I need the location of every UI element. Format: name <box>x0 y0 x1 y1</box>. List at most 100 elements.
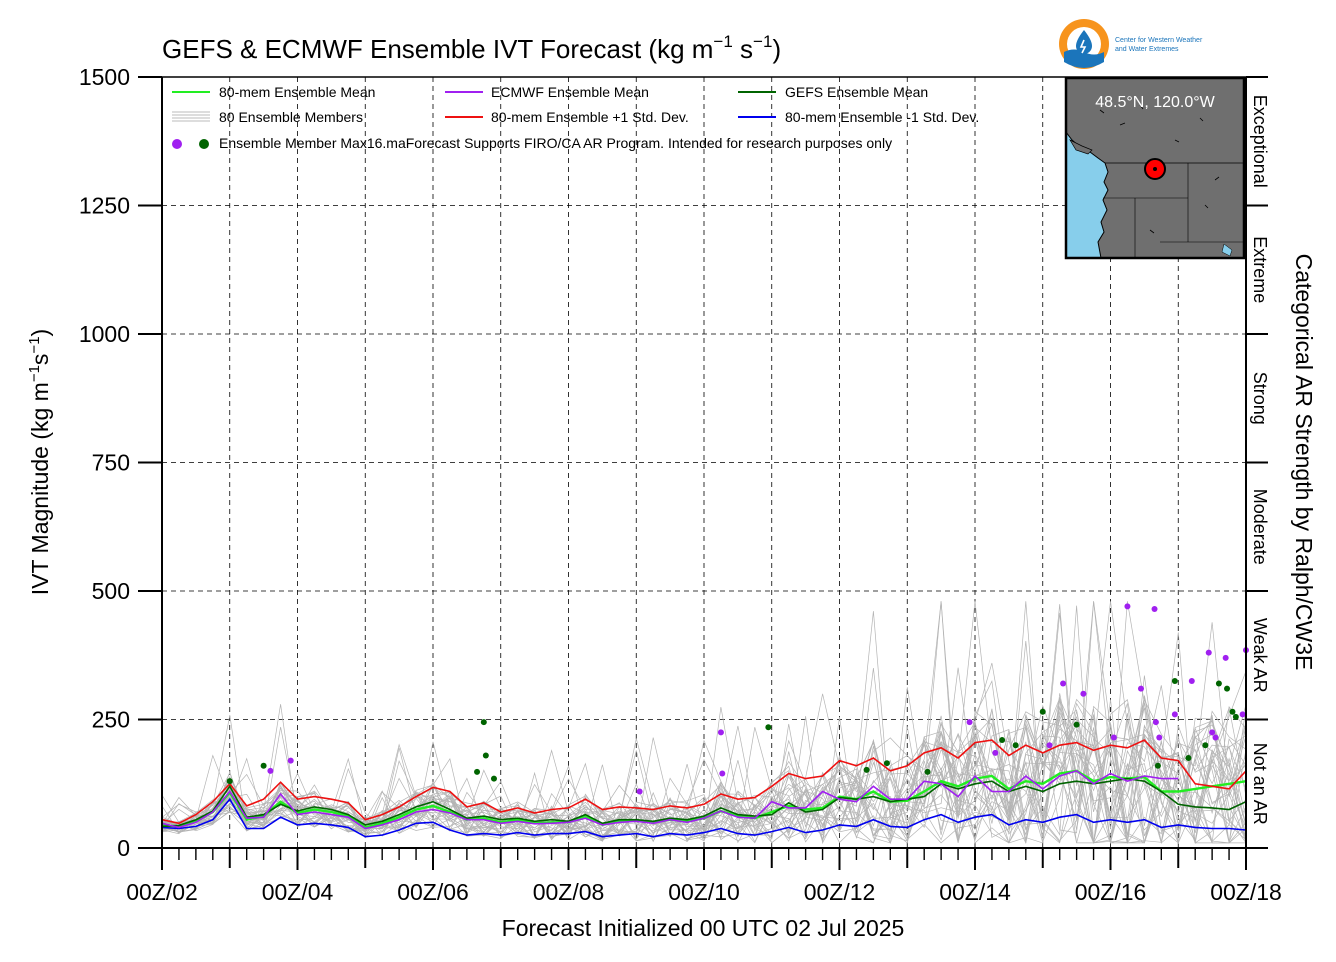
ar-category-labels: Exceptional Extreme Strong Moderate Weak AR N… <box>1250 95 1270 825</box>
logo-text-line-2: and Water Extremes <box>1115 46 1179 53</box>
ecmwf-member-max-point <box>1209 729 1216 736</box>
ecmwf-member-max-point <box>267 767 274 774</box>
member-max-markers <box>226 603 1249 795</box>
inset-location-map: 48.5°N, 120.0°W <box>1064 76 1246 260</box>
series-line-ecmwf-ensemble-mean <box>161 770 1179 830</box>
chart-title: GEFS & ECMWF Ensemble IVT Forecast (kg m… <box>162 32 781 64</box>
series-line-gefs-ensemble-mean <box>161 777 1247 828</box>
legend-swatch-members <box>172 111 210 122</box>
series-line-80-mem-ensemble-1-std-dev- <box>161 739 1247 825</box>
series-lines <box>161 739 1247 838</box>
ecmwf-member-max-point <box>1239 711 1246 718</box>
ar-category-label: Exceptional <box>1250 95 1270 188</box>
gefs-member-max-point <box>1073 721 1080 728</box>
ar-category-label: Extreme <box>1250 236 1270 303</box>
ecmwf-member-max-point <box>287 757 294 764</box>
legend-dot-ecmwf-max <box>172 139 182 149</box>
y-tick-label: 1500 <box>79 64 130 90</box>
x-axis-label: Forecast Initialized 00 UTC 02 Jul 2025 <box>502 915 905 941</box>
x-tick-label: 00Z/12 <box>804 879 876 905</box>
gefs-member-max-point <box>1202 742 1209 749</box>
gefs-member-max-point <box>883 760 890 767</box>
y-axis-label: IVT Magnitude (kg m−1s−1) <box>26 329 53 595</box>
gefs-member-max-point <box>1154 762 1161 769</box>
categorical-axis-label: Categorical AR Strength by Ralph/CW3E <box>1291 254 1317 671</box>
ensemble-member-line <box>161 693 1247 844</box>
y-tick-label: 1000 <box>79 321 130 347</box>
legend-label-minus-std: 80-mem Ensemble -1 Std. Dev. <box>785 109 979 125</box>
legend-label-plus-std: 80-mem Ensemble +1 Std. Dev. <box>491 109 689 125</box>
ecmwf-member-max-point <box>1171 711 1178 718</box>
legend-label-member-max: Ensemble Member Max16.maForecast Support… <box>219 135 892 151</box>
y-tick-label: 750 <box>92 450 130 476</box>
gefs-member-max-point <box>765 724 772 731</box>
cw3e-logo: Center for Western Weather and Water Ext… <box>1059 19 1203 69</box>
y-tick-label: 500 <box>92 578 130 604</box>
gefs-member-max-point <box>1232 713 1239 720</box>
ecmwf-member-max-point <box>1060 680 1067 687</box>
ecmwf-member-max-point <box>1124 603 1131 610</box>
gefs-member-max-point <box>1012 742 1019 749</box>
ensemble-member-line <box>161 611 1247 844</box>
gefs-member-max-point <box>1171 677 1178 684</box>
ecmwf-member-max-point <box>1205 649 1212 656</box>
gefs-member-max-point <box>924 768 931 775</box>
logo-text-line-1: Center for Western Weather <box>1115 37 1203 44</box>
y-tick-label: 250 <box>92 707 130 733</box>
ecmwf-member-max-point <box>1156 734 1163 741</box>
gefs-member-max-point <box>480 719 487 726</box>
ecmwf-member-max-point <box>636 788 643 795</box>
ecmwf-member-max-point <box>1152 719 1159 726</box>
gefs-member-max-point <box>1185 755 1192 762</box>
ar-category-label: Weak AR <box>1250 618 1270 693</box>
y-tick-label: 1250 <box>79 193 130 219</box>
ensemble-member-line <box>161 667 1247 844</box>
ecmwf-member-max-point <box>1080 690 1087 697</box>
ar-category-label: Not an AR <box>1250 743 1270 825</box>
ensemble-member-line <box>161 601 1247 844</box>
ecmwf-member-max-point <box>1212 734 1219 741</box>
ecmwf-member-max-point <box>1188 677 1195 684</box>
x-tick-label: 00Z/10 <box>668 879 740 905</box>
gefs-member-max-point <box>1229 708 1236 715</box>
y-tick-label: 0 <box>117 835 130 861</box>
ar-category-label: Strong <box>1250 372 1270 425</box>
x-tick-label: 00Z/06 <box>397 879 469 905</box>
gefs-member-max-point <box>999 737 1006 744</box>
y-ticks: 0 250 500 750 1000 1250 1500 <box>79 64 1268 861</box>
legend-label-ecmwf-mean: ECMWF Ensemble Mean <box>491 84 649 100</box>
legend-label-ensemble-mean: 80-mem Ensemble Mean <box>219 84 375 100</box>
series-line-80-mem-ensemble-1-std-dev- <box>161 797 1247 838</box>
gefs-member-max-point <box>490 775 497 782</box>
legend-label-gefs-mean: GEFS Ensemble Mean <box>785 84 928 100</box>
ecmwf-member-max-point <box>719 770 726 777</box>
gefs-member-max-point <box>863 766 870 773</box>
x-tick-label: 00Z/02 <box>126 879 198 905</box>
ecmwf-member-max-point <box>1046 742 1053 749</box>
ecmwf-member-max-point <box>992 749 999 756</box>
x-tick-label: 00Z/04 <box>262 879 334 905</box>
x-tick-label: 00Z/16 <box>1075 879 1147 905</box>
gefs-member-max-point <box>226 778 233 785</box>
legend-dot-gefs-max <box>199 139 209 149</box>
ecmwf-member-max-point <box>1151 605 1158 612</box>
legend-label-members: 80 Ensemble Members <box>219 109 363 125</box>
gefs-member-max-point <box>482 752 489 759</box>
ensemble-member-line <box>161 601 1247 843</box>
ecmwf-member-max-point <box>717 729 724 736</box>
gefs-member-max-point <box>1215 680 1222 687</box>
ecmwf-member-max-point <box>1137 685 1144 692</box>
gefs-member-max-point <box>474 768 481 775</box>
ensemble-member-line <box>161 698 1247 842</box>
legend: 80-mem Ensemble Mean ECMWF Ensemble Mean… <box>172 84 979 151</box>
x-tick-label: 00Z/18 <box>1210 879 1282 905</box>
ecmwf-member-max-point <box>966 719 973 726</box>
ar-category-label: Moderate <box>1250 489 1270 565</box>
ecmwf-member-max-point <box>1110 734 1117 741</box>
x-tick-label: 00Z/08 <box>533 879 605 905</box>
gefs-member-max-point <box>260 762 267 769</box>
gefs-member-max-point <box>1224 685 1231 692</box>
ensemble-member-line <box>161 707 1247 844</box>
x-ticks: 00Z/02 00Z/04 00Z/06 00Z/08 00Z/10 00Z/12 00Z/… <box>126 848 1282 905</box>
